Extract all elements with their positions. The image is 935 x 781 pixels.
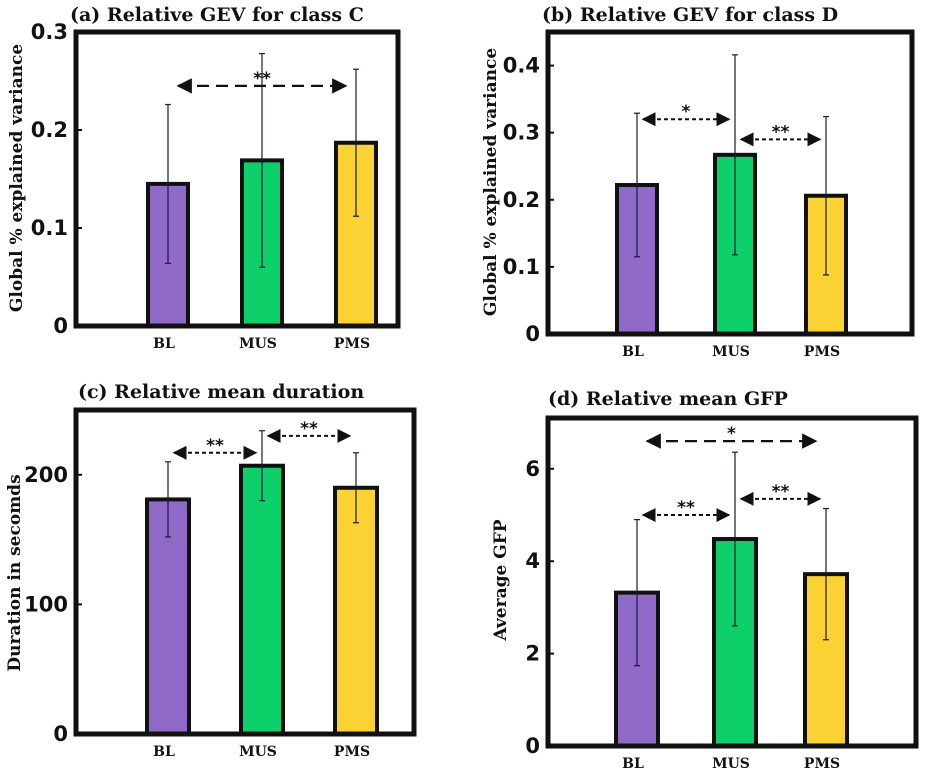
- panel-d-y-tick-label: 0: [525, 734, 540, 758]
- panel-c-y-tick-label: 200: [24, 463, 68, 487]
- panel-a-category-label: MUS: [239, 336, 277, 352]
- panel-c-significance-label-2: **: [300, 419, 318, 439]
- panel-d-category-label: BL: [622, 756, 644, 772]
- panel-d-title: (d) Relative mean GFP: [548, 388, 788, 410]
- panel-d: (d) Relative mean GFP Average GFP 0 2 4 6 BL…: [491, 388, 919, 772]
- panel-a-significance-label-1: **: [253, 69, 271, 89]
- panel-c-bar-mus: [239, 463, 285, 736]
- panel-b-significance-label-2: **: [772, 122, 790, 142]
- panel-b-y-axis-label: Global % explained variance: [481, 48, 501, 316]
- panel-c-plot-frame: [73, 407, 417, 737]
- panel-b-y-tick-label: 0.3: [503, 121, 540, 145]
- panel-d-y-tick-label: 2: [525, 642, 540, 666]
- panel-a-plot-frame: [73, 29, 401, 329]
- panel-c-y-tick-label: 100: [24, 592, 68, 616]
- panel-b-y-tick-label: 0.2: [503, 188, 540, 212]
- panel-a-y-tick-label: 0: [53, 314, 68, 338]
- panel-a-category-label: BL: [153, 336, 175, 352]
- panel-d-category-label: PMS: [804, 756, 840, 772]
- panel-b-y-tick-label: 0.1: [503, 255, 540, 279]
- panel-c-title: (c) Relative mean duration: [78, 381, 364, 403]
- panel-d-category-label: MUS: [712, 756, 750, 772]
- panel-c-bar-pms: [333, 485, 379, 737]
- panel-d-y-axis-label: Average GFP: [491, 519, 511, 641]
- panel-b-category-label: PMS: [804, 344, 840, 360]
- panel-a-y-tick-label: 0.2: [31, 118, 68, 142]
- panel-b-title: (b) Relative GEV for class D: [542, 4, 838, 26]
- panel-c-category-label: BL: [153, 744, 175, 760]
- panel-c-significance-label-1: **: [206, 436, 224, 456]
- panel-b-category-label: MUS: [712, 344, 750, 360]
- panel-a-category-label: PMS: [334, 336, 370, 352]
- panel-b-plot-frame: [545, 29, 915, 337]
- panel-b-y-tick-label: 0: [525, 322, 540, 346]
- panel-c-category-label: MUS: [239, 744, 277, 760]
- panel-d-y-tick-label: 6: [525, 457, 540, 481]
- panel-d-bar-bl: [614, 590, 660, 749]
- panel-d-significance-label-1: *: [727, 424, 736, 444]
- panel-c-y-axis-label: Duration in secomds: [5, 474, 25, 671]
- panel-d-significance-label-2: **: [677, 498, 695, 518]
- panel-a: (a) Relative GEV for class C Global % ex…: [7, 4, 401, 352]
- panel-b-y-tick-label: 0.4: [503, 54, 540, 78]
- panel-b: (b) Relative GEV for class D Global % ex…: [481, 4, 915, 360]
- panel-d-plot-frame: [545, 415, 919, 749]
- panel-a-y-axis-label: Global % explained variance: [7, 44, 27, 312]
- panel-d-significance-label-3: **: [772, 482, 790, 502]
- panel-b-category-label: BL: [622, 344, 644, 360]
- panel-b-significance-label-1: *: [682, 102, 691, 122]
- panel-c: (c) Relative mean duration Duration in s…: [5, 381, 417, 760]
- panel-c-y-tick-label: 0: [53, 722, 68, 746]
- panel-d-y-tick-label: 4: [525, 549, 540, 573]
- panel-a-title: (a) Relative GEV for class C: [70, 4, 364, 26]
- panel-a-y-tick-label: 0.1: [31, 216, 68, 240]
- panel-a-y-tick-label: 0.3: [31, 20, 68, 44]
- panel-c-category-label: PMS: [334, 744, 370, 760]
